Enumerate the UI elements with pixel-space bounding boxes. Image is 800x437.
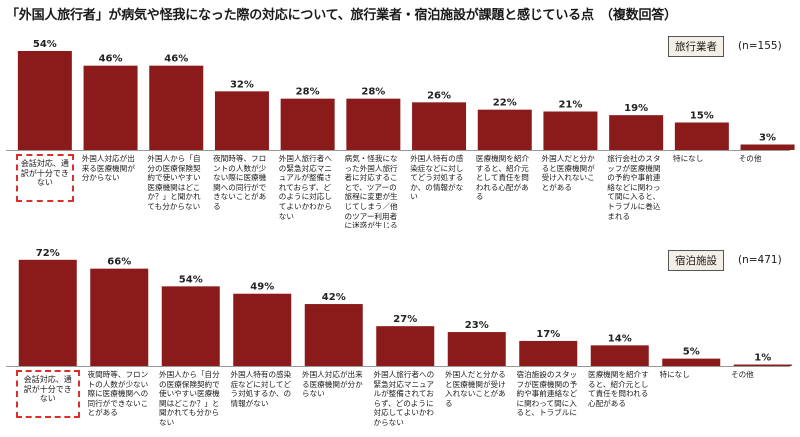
category-label: 夜間時等、フロントの人数が少ない際に医療機関への同行ができないことがある (213, 154, 267, 211)
bar (90, 268, 149, 366)
bar (376, 326, 435, 366)
accommodation-chart: 72% 66% 54% 49% 42% 27% 23% 17% 14% 5% 1% 宿泊施設 (n=… (0, 232, 800, 437)
bar-value-label: 21% (558, 100, 582, 111)
category-label: 夜間時等、フロントの人数が少ない際に医療機関への同行ができないことがある (87, 370, 149, 418)
bar (83, 65, 138, 150)
bar (346, 98, 401, 150)
chart-title: 「外国人旅行者」が病気や怪我になった際の対応について、旅行業者・宿泊施設が課題と… (6, 8, 677, 23)
category-label: 宿泊施設のスタッフが医療機関の予約や事前連絡などに関わって間に入ると、トラブルに (516, 370, 578, 418)
travel-agency-chart: 54% 46% 46% 32% 28% 28% 26% 22% 21% 19% 15% 3% 旅行業者… (0, 28, 800, 230)
bar (477, 109, 532, 150)
bar-plot-area: 54% 46% 46% 32% 28% 28% 26% 22% 21% 19% 15% 3% (6, 39, 795, 151)
category-label: 旅行会社のスタッフが医療機関の予約や事前連絡などに関わって間に入ると、トラブルに… (607, 154, 661, 221)
bar-value-label: 22% (493, 98, 517, 109)
category-label: 外国人から「自分の医療保険契約で使いやすい医療機関はどこか？」と聞かれても分から… (147, 154, 201, 211)
category-label: 会話対応、通訳が十分できない (16, 154, 74, 202)
category-label: 医療機関を紹介すると、紹介元として責任を問われる心配がある (475, 154, 530, 202)
n-count-travel-agency: (n=155) (738, 40, 782, 52)
category-label: 特になし (673, 154, 704, 163)
bar-value-label: 46% (164, 54, 188, 65)
category-label: その他 (731, 370, 754, 379)
bar-value-label: 32% (230, 79, 254, 90)
category-label: 外国人対応が出来る医療機関が分からない (302, 370, 363, 399)
bar (740, 144, 795, 150)
bar-value-label: 54% (179, 274, 203, 285)
bar (18, 259, 77, 366)
bar-value-label: 46% (99, 54, 123, 65)
category-label: 病気・怪我になった外国人旅行者に対応することで、ツアーの旅程に変更が生じてしまう… (344, 154, 398, 228)
bar-value-label: 72% (36, 248, 60, 259)
bar-value-label: 26% (427, 90, 451, 101)
category-label: 外国人旅行者への緊急対応マニュアルが整備されておらず、どのように対応してよいかわ… (373, 370, 435, 427)
legend-travel-agency: 旅行業者 (668, 36, 724, 57)
bar (733, 364, 792, 366)
bar-value-label: 15% (690, 111, 714, 122)
bar-value-label: 1% (754, 353, 771, 364)
bar (412, 102, 467, 150)
bar (149, 65, 204, 150)
category-label: 外国人だと分かると医療機関が受け入れないことがある (445, 370, 506, 408)
bar-plot-area: 72% 66% 54% 49% 42% 27% 23% 17% 14% 5% 1% (6, 248, 792, 367)
bar (543, 111, 598, 150)
bar (161, 286, 220, 366)
category-label: 医療機関を紹介すると、紹介元として責任を問われる心配がある (588, 370, 649, 408)
bar-value-label: 27% (393, 314, 417, 325)
bar (609, 115, 664, 150)
bar-value-label: 28% (361, 87, 385, 98)
category-label: 外国人特有の感染症などに対してどう対処するか、の情報がない (410, 154, 464, 202)
category-label: 外国人だと分かると医療機関が受け入れないことがある (541, 154, 595, 192)
bar-value-label: 42% (322, 292, 346, 303)
bar (674, 122, 729, 150)
bar-value-label: 3% (759, 133, 776, 144)
category-label: その他 (738, 154, 762, 163)
n-count-accommodation: (n=471) (738, 254, 782, 266)
bar (280, 98, 335, 150)
bar (447, 332, 506, 366)
category-label: 外国人旅行者への緊急対応マニュアルが整備されておらず、どのように対応してよいかわ… (278, 154, 332, 221)
bar (519, 340, 578, 366)
bar-value-label: 23% (465, 320, 489, 331)
legend-accommodation: 宿泊施設 (668, 250, 724, 271)
bar-value-label: 5% (683, 347, 700, 358)
bar-value-label: 66% (107, 257, 131, 268)
category-label: 外国人対応が出来る医療機関が分からない (81, 154, 135, 183)
bar-value-label: 17% (536, 329, 560, 340)
category-label: 会話対応、通訳が十分できない (16, 370, 80, 418)
bar (304, 304, 363, 366)
bar (662, 358, 721, 366)
bar-value-label: 28% (296, 87, 320, 98)
category-label: 外国人から「自分の医療保険契約で使いやすい医療機関はどこか？」と聞かれても分から… (159, 370, 220, 427)
bar (590, 345, 649, 366)
bar-value-label: 54% (33, 39, 57, 50)
bar (17, 51, 72, 150)
bar-value-label: 14% (608, 333, 632, 344)
category-label: 特になし (659, 370, 690, 379)
bar-value-label: 49% (250, 282, 274, 293)
category-label: 外国人特有の感染症などに対してどう対処するか、の情報がない (230, 370, 292, 408)
bar-value-label: 19% (624, 103, 648, 114)
bar (233, 293, 292, 366)
bar (214, 91, 269, 150)
